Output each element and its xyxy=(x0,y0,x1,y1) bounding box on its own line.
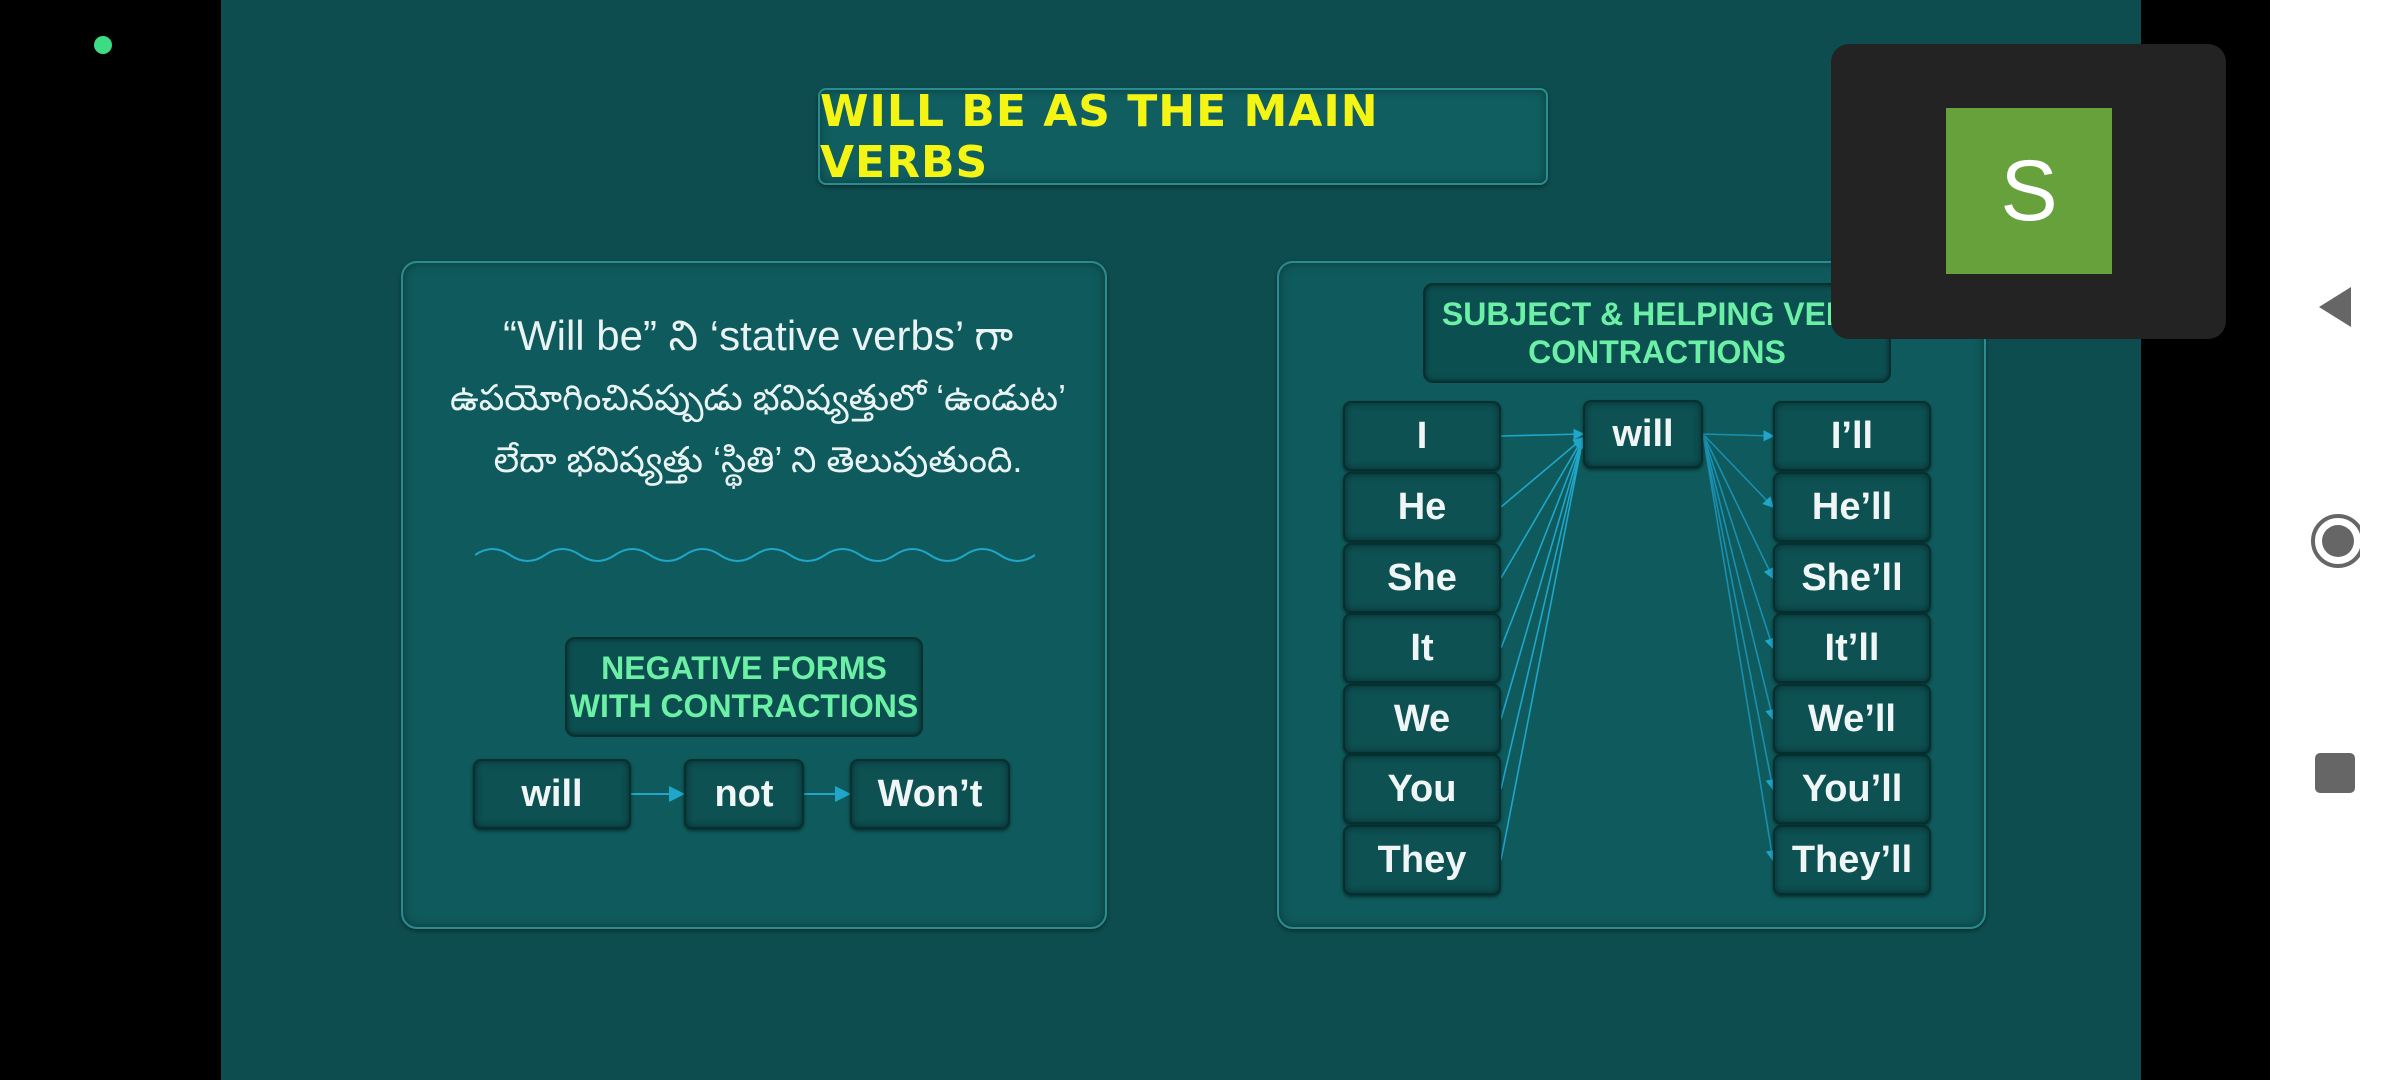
contractions-title-line-2: CONTRACTIONS xyxy=(1528,334,1786,370)
explanation-panel: “Will be” ని ‘stative verbs’ గా ఉపయోగించ… xyxy=(401,261,1107,929)
slide-title-box: WILL BE AS THE MAIN VERBS xyxy=(818,85,1548,188)
explanation-line-3: లేదా భవిష్యత్తు ‘స్థితి’ ని తెలుపుతుంది. xyxy=(493,439,1023,480)
contraction-link-line xyxy=(1702,433,1775,509)
contractions-panel: SUBJECT & HELPING VERB CONTRACTIONS will… xyxy=(1277,261,1986,929)
contraction-chip: They’ll xyxy=(1773,825,1931,895)
contraction-chip: He’ll xyxy=(1773,472,1931,542)
subject-link-line xyxy=(1500,436,1587,861)
home-icon xyxy=(2311,514,2360,568)
contractions-title: SUBJECT & HELPING VERB CONTRACTIONS xyxy=(1423,283,1891,383)
subject-link-line xyxy=(1500,436,1584,579)
contraction-chip: I’ll xyxy=(1773,401,1931,471)
slide-title: WILL BE AS THE MAIN VERBS xyxy=(820,85,1379,188)
subject-link-line xyxy=(1500,428,1585,440)
helper-will-chip: will xyxy=(1583,400,1703,468)
contraction-link-line xyxy=(1702,433,1776,650)
chip-not: not xyxy=(684,759,804,829)
negative-forms-title: NEGATIVE FORMS WITH CONTRACTIONS xyxy=(565,637,923,737)
home-button[interactable] xyxy=(2310,514,2360,568)
subject-chip: They xyxy=(1343,825,1501,895)
subject-link-line xyxy=(1500,436,1587,790)
subject-chip: He xyxy=(1343,472,1501,542)
contraction-link-line xyxy=(1702,433,1777,791)
explanation-line-1: “Will be” ని ‘stative verbs’ గా xyxy=(502,312,1014,359)
negative-title-line-1: NEGATIVE FORMS xyxy=(601,650,887,686)
contraction-chip: She’ll xyxy=(1773,543,1931,613)
video-call-overlay[interactable]: S xyxy=(1831,44,2226,339)
back-button[interactable] xyxy=(2310,282,2360,332)
subject-link-line xyxy=(1500,436,1585,649)
caller-avatar: S xyxy=(1946,108,2112,274)
subject-chip: It xyxy=(1343,613,1501,683)
back-icon xyxy=(2319,287,2351,327)
contraction-link-line xyxy=(1702,433,1777,862)
contraction-chip: It’ll xyxy=(1773,613,1931,683)
telugu-explanation: “Will be” ని ‘stative verbs’ గా ఉపయోగించ… xyxy=(443,305,1073,491)
contraction-link-line xyxy=(1702,430,1775,442)
presentation-slide: WILL BE AS THE MAIN VERBS “Will be” ని ‘… xyxy=(221,0,2141,1080)
subject-chip: We xyxy=(1343,684,1501,754)
subject-link-line xyxy=(1500,436,1586,720)
navigation-bar xyxy=(2270,0,2400,1080)
contraction-link-line xyxy=(1702,433,1774,580)
contraction-link-line xyxy=(1702,433,1777,721)
explanation-line-2: ఉపయోగించినప్పుడు భవిష్యత్తులో ‘ఉండుట’ xyxy=(449,377,1067,418)
contraction-chip: You’ll xyxy=(1773,754,1931,824)
recents-button[interactable] xyxy=(2310,748,2360,798)
chip-will: will xyxy=(473,759,631,829)
status-indicator-dot xyxy=(94,36,112,54)
subject-chip: I xyxy=(1343,401,1501,471)
contraction-chip: We’ll xyxy=(1773,684,1931,754)
subject-link-line xyxy=(1500,436,1585,508)
contractions-title-line-1: SUBJECT & HELPING VERB xyxy=(1441,296,1873,332)
subject-chip: She xyxy=(1343,543,1501,613)
subject-chip: You xyxy=(1343,754,1501,824)
wave-divider xyxy=(475,548,1035,562)
recents-icon xyxy=(2315,753,2355,793)
chip-wont: Won’t xyxy=(850,759,1010,829)
negative-title-line-2: WITH CONTRACTIONS xyxy=(569,688,919,724)
